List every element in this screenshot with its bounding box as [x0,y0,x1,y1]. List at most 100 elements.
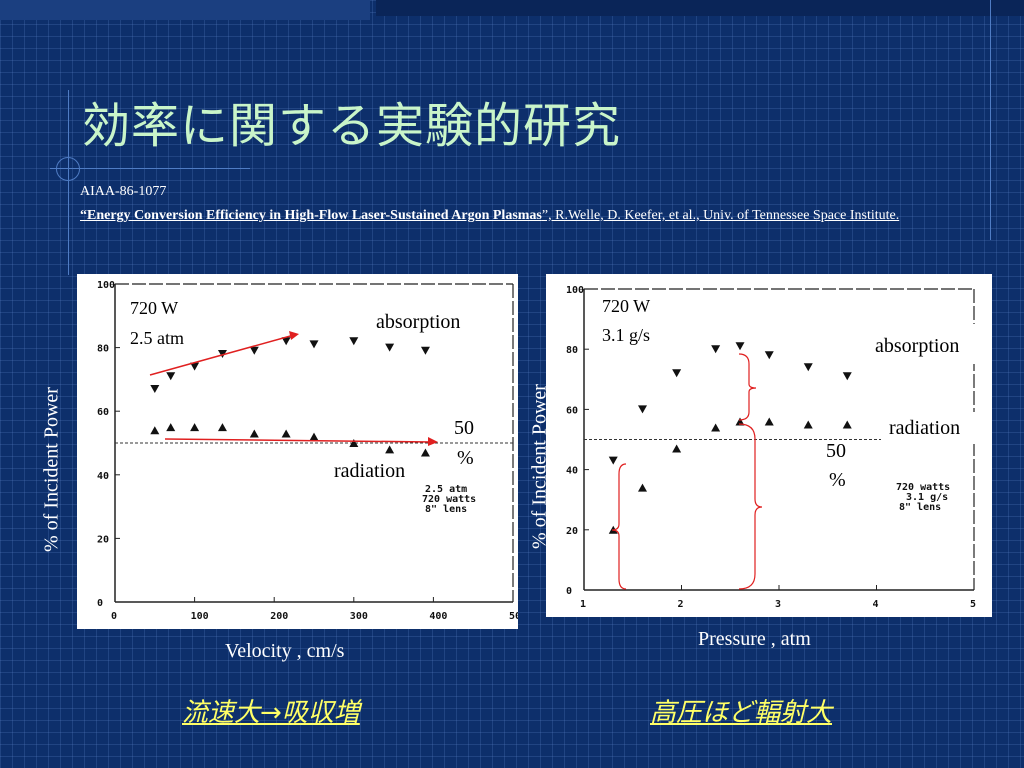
x-tick-label: 5 [970,599,976,610]
radiation-point [309,432,319,441]
radiation-point [638,483,647,492]
slide-title: 効率に関する実験的研究 [82,98,622,154]
x-tick-label: 500 [509,611,518,622]
radiation-point [190,423,200,432]
chart-velocity-ylabel: % of Incident Power [40,387,63,552]
absorption-point [166,372,176,381]
x-tick-label: 3 [775,599,781,610]
legend-line-1: 720 watts [896,482,950,493]
absorption-point [349,337,359,346]
radiation-arrow-head [428,437,438,446]
top-band-right [376,0,1024,16]
chart-pressure-ylabel: % of Incident Power [528,384,551,549]
absorption-point [190,362,200,371]
radiation-point [764,417,774,426]
radiation-point [842,420,852,429]
radiation-point [349,439,359,447]
y-tick-label: 60 [97,407,109,418]
y-tick-label: 40 [97,471,109,482]
reference-id: AIAA-86-1077 [80,184,167,199]
bracket-low-pressure [611,463,627,590]
chart-velocity: 0 20 40 60 80 100 0 100 200 300 400 500 720 W 2.5 a… [97,280,518,622]
x-tick-label: 0 [111,611,117,622]
absorption-point [608,456,618,465]
absorption-point [672,369,682,378]
radiation-point [711,423,721,432]
chart-velocity-panel: 0 20 40 60 80 100 0 100 200 300 400 500 720 W 2.5 a… [77,274,518,629]
decor-vertical-line [68,90,69,275]
x-tick-label: 300 [350,611,368,622]
y-tick-label: 80 [97,344,109,355]
y-tick-label: 20 [566,526,578,537]
absorption-point [420,346,430,355]
y-tick-label: 80 [566,345,578,356]
reference-citation[interactable]: “Energy Conversion Efficiency in High-Fl… [80,207,1020,224]
y-tick-label: 40 [566,466,578,477]
legend-line-2: 720 watts [422,494,476,505]
top-band-left [0,0,370,20]
absorption-label: absorption [376,311,460,333]
y-tick-label: 60 [566,405,578,416]
chart-pressure-panel: 0 20 40 60 80 100 1 2 3 4 5 720 W 3.1 g/s absorpti… [546,274,992,617]
chart-pressure-xlabel: Pressure , atm [698,628,811,650]
x-tick-label: 100 [191,611,209,622]
decor-right-line [990,0,991,240]
level-number: 50 [826,440,846,462]
radiation-label: radiation [889,417,960,439]
condition-power: 720 W [602,296,650,316]
absorption-point [385,343,395,352]
absorption-trend-arrow [149,334,295,376]
level-unit: % [829,469,846,491]
x-tick-label: 2 [678,599,684,610]
x-tick-label: 1 [580,599,586,610]
absorption-point [249,346,259,355]
absorption-label: absorption [875,335,959,357]
bracket-absorption-gap [738,353,757,421]
bracket-radiation-level [738,423,763,590]
y-tick-label: 100 [566,285,584,296]
radiation-trend-arrow [164,438,433,443]
x-tick-label: 400 [429,611,447,622]
absorption-point [309,340,319,349]
absorption-point [803,363,813,372]
y-tick-label: 100 [97,280,115,291]
x-tick-label: 200 [270,611,288,622]
chart-velocity-xlabel: Velocity , cm/s [225,640,345,662]
absorption-label-box [871,324,992,364]
radiation-label-box [881,412,992,444]
radiation-point [249,429,259,438]
chart-pressure: 0 20 40 60 80 100 1 2 3 4 5 720 W 3.1 g/s absorpti… [566,285,992,610]
y-tick-label: 0 [566,586,572,597]
condition-power: 720 W [130,298,178,318]
reference-authors: ”, R.Welle, D. Keefer, et al., Univ. of … [541,208,900,223]
level-unit: % [457,447,474,469]
radiation-point [385,445,395,454]
top-band [0,0,1024,20]
radiation-point [735,417,745,426]
absorption-point [217,349,227,358]
absorption-arrow-head [289,331,299,340]
radiation-point [150,426,160,435]
condition-pressure: 2.5 atm [130,328,184,348]
legend-line-3: 8" lens [425,504,467,515]
caption-right: 高圧ほど輻射大 [650,698,833,728]
y-tick-label: 0 [97,598,103,609]
legend-line-3: 8" lens [899,502,941,513]
absorption-point [735,342,745,351]
radiation-label: radiation [334,460,405,482]
radiation-point [420,448,430,457]
radiation-point [672,444,682,453]
caption-left: 流速大→吸収増 [182,698,360,728]
decor-horizontal-line [50,168,250,169]
legend-line-1: 2.5 atm [425,484,467,495]
absorption-point [281,337,291,346]
radiation-point [166,423,176,432]
absorption-point [150,384,160,393]
absorption-point [711,345,721,354]
absorption-point [842,372,852,381]
absorption-point [764,351,774,360]
level-number: 50 [454,417,474,439]
radiation-point [803,420,813,429]
radiation-point [281,429,291,438]
legend-line-2: 3.1 g/s [906,492,948,503]
